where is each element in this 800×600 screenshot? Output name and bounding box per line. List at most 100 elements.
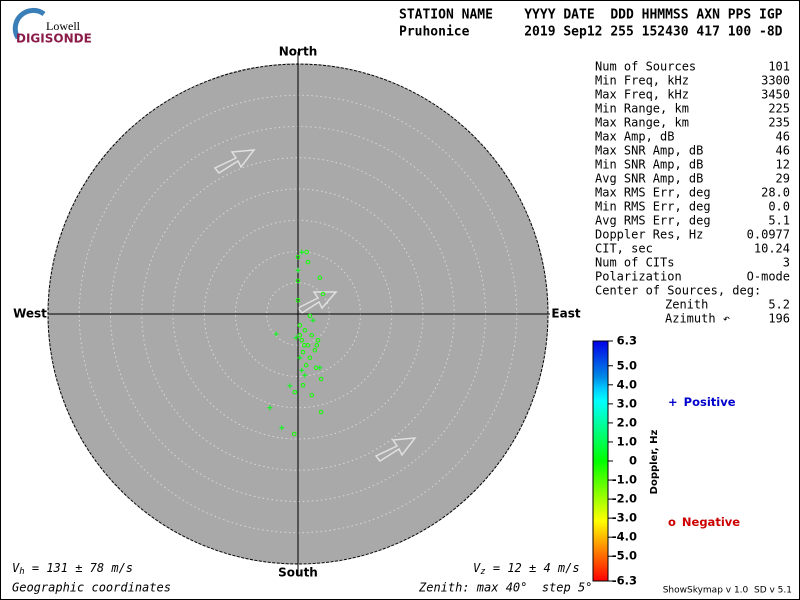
point-positive bbox=[297, 355, 303, 361]
legend-symbol: o bbox=[668, 515, 676, 529]
center-label: Zenith bbox=[665, 298, 708, 312]
point-positive bbox=[299, 249, 305, 255]
vz-sub: z bbox=[480, 567, 485, 577]
stat-label: Min RMS Err, deg bbox=[595, 200, 711, 214]
vh-sub: h bbox=[19, 567, 24, 577]
east-label: East bbox=[551, 307, 580, 321]
stat-value: 28.0 bbox=[761, 186, 790, 200]
point-negative bbox=[309, 332, 315, 338]
point-negative bbox=[318, 409, 324, 415]
point-negative bbox=[315, 337, 321, 343]
point-negative bbox=[302, 327, 308, 333]
point-negative bbox=[291, 431, 297, 437]
point-positive bbox=[299, 367, 305, 373]
colorbar-tick-label: -2.0 bbox=[612, 492, 637, 506]
point-negative bbox=[309, 392, 315, 398]
zenith-info: Zenith: max 40° step 5° bbox=[418, 581, 592, 595]
colorbar-tick-label: 5.0 bbox=[617, 358, 637, 372]
point-negative bbox=[295, 278, 301, 284]
vh: Vh = 131 ± 78 m/s bbox=[12, 561, 133, 577]
point-negative bbox=[300, 349, 306, 355]
point-positive bbox=[279, 425, 285, 431]
center-title: Center of Sources, deg: bbox=[595, 284, 761, 298]
stat-value: 101 bbox=[768, 60, 790, 74]
header-values: Pruhonice 2019 Sep12 255 152430 417 100 … bbox=[399, 25, 783, 40]
point-positive bbox=[287, 383, 293, 389]
north-label: North bbox=[279, 45, 317, 59]
point-positive bbox=[293, 335, 299, 341]
point-negative bbox=[305, 259, 311, 265]
colorbar-tick-label: 4.0 bbox=[617, 377, 637, 391]
legend-entry: + Positive bbox=[668, 395, 736, 409]
legend-entry: o Negative bbox=[668, 515, 740, 529]
colorbar-gradient bbox=[592, 340, 609, 582]
stat-value: 46 bbox=[776, 144, 790, 158]
point-negative bbox=[292, 389, 298, 395]
stat-label: Avg RMS Err, deg bbox=[595, 214, 711, 228]
logo-product: DIGISONDE bbox=[16, 32, 92, 46]
point-negative bbox=[313, 365, 319, 371]
stat-label: CIT, sec bbox=[595, 242, 653, 256]
point-negative bbox=[317, 275, 323, 281]
point-negative bbox=[307, 355, 313, 361]
stat-label: Max SNR Amp, dB bbox=[595, 144, 703, 158]
vh-symbol: V bbox=[12, 561, 20, 575]
colorbar-tick-label: -6.3 bbox=[612, 574, 637, 588]
point-negative bbox=[297, 322, 303, 328]
stat-value: 0.0 bbox=[768, 200, 790, 214]
point-negative bbox=[307, 313, 313, 319]
logo-brand: Lowell bbox=[46, 19, 81, 33]
arrow bbox=[374, 437, 417, 462]
legend-name: Positive bbox=[684, 395, 736, 409]
legend-symbol: + bbox=[668, 395, 678, 409]
point-positive bbox=[273, 331, 279, 337]
stat-value: 225 bbox=[768, 102, 790, 116]
stat-label: Max Freq, kHz bbox=[595, 88, 689, 102]
west-label: West bbox=[13, 307, 47, 321]
header-labels: STATION NAME YYYY DATE DDD HHMMSS AXN PP… bbox=[399, 8, 783, 23]
colorbar-tick-label: 2.0 bbox=[617, 415, 637, 429]
logo: Lowell DIGISONDE bbox=[12, 8, 92, 46]
point-negative bbox=[300, 382, 306, 388]
center-label: Azimuth ↶ bbox=[665, 312, 730, 326]
arrow bbox=[296, 291, 338, 314]
colorbar-tick-label: 3.0 bbox=[617, 396, 637, 410]
point-positive bbox=[295, 267, 301, 273]
stat-value: 235 bbox=[768, 116, 790, 130]
stat-label: Min Range, km bbox=[595, 102, 689, 116]
stats: Num of Sources 101 Min Freq, kHz 3300 Max Fr… bbox=[595, 60, 790, 326]
colorbar-tick-label: -1.0 bbox=[612, 473, 637, 487]
south-label: South bbox=[278, 566, 318, 580]
legend-name: Negative bbox=[682, 515, 740, 529]
stat-label: Max Amp, dB bbox=[595, 130, 674, 144]
stat-label: Avg SNR Amp, dB bbox=[595, 172, 703, 186]
point-negative bbox=[303, 362, 309, 368]
point-negative bbox=[320, 291, 326, 297]
colorbar-tick-label: 1.0 bbox=[617, 434, 637, 448]
point-negative bbox=[318, 376, 324, 382]
colorbar-tick-label: -3.0 bbox=[612, 511, 637, 525]
stat-label: Max Range, km bbox=[595, 116, 689, 130]
logo-swoosh bbox=[12, 8, 46, 40]
point-negative bbox=[304, 249, 310, 255]
version: ShowSkymap v 1.0 SD v 5.1 bbox=[663, 586, 792, 596]
stat-value: 5.1 bbox=[768, 214, 790, 228]
plot bbox=[47, 52, 550, 576]
vz-symbol: V bbox=[473, 561, 481, 575]
stat-label: Polarization bbox=[595, 270, 682, 284]
vh-text: = 131 ± 78 m/s bbox=[25, 561, 133, 575]
stat-label: Max RMS Err, deg bbox=[595, 186, 711, 200]
vz: Vz = 12 ± 4 m/s bbox=[473, 561, 580, 577]
stat-value: 12 bbox=[776, 158, 790, 172]
point-negative bbox=[295, 254, 301, 260]
colorbar-tick-label: 0 bbox=[629, 454, 637, 468]
center-value: 5.2 bbox=[768, 298, 790, 312]
point-negative bbox=[295, 297, 301, 303]
colorbar-tick-label: -5.0 bbox=[612, 549, 637, 563]
stat-value: 0.0977 bbox=[747, 228, 790, 242]
stat-label: Doppler Res, Hz bbox=[595, 228, 703, 242]
stat-label: Num of CITs bbox=[595, 256, 674, 270]
point-negative bbox=[297, 332, 303, 338]
stat-value: 29 bbox=[776, 172, 790, 186]
